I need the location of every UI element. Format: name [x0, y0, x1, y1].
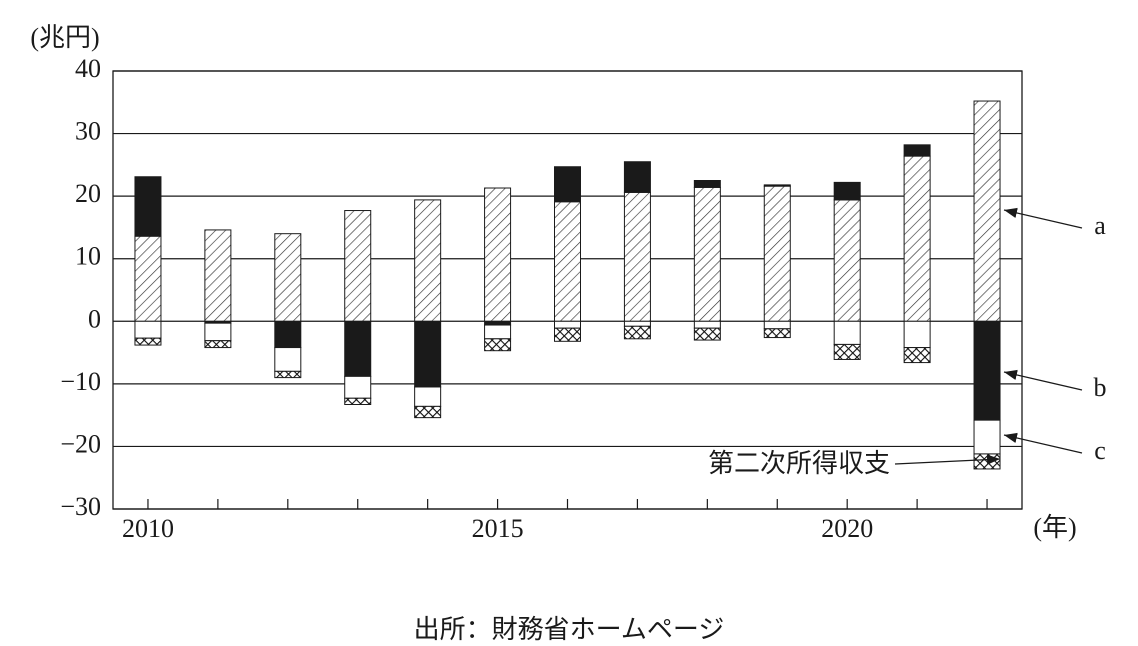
bar-segment — [484, 338, 512, 352]
y-tick-label: −30 — [60, 492, 101, 521]
bar-segment — [973, 100, 1001, 322]
bar-segment — [204, 340, 232, 349]
bar-segment — [344, 397, 372, 406]
bar-segment — [973, 419, 1001, 455]
bar-segment — [833, 320, 861, 345]
bar-segment — [623, 191, 651, 322]
bar-segment — [903, 320, 931, 349]
bar-segment — [763, 185, 791, 322]
bar-segment — [204, 229, 232, 322]
annotations: a b c 第二次所得収支 — [708, 207, 1107, 478]
bar-segment — [623, 325, 651, 340]
annotation: c — [1094, 436, 1106, 465]
y-unit: (兆円) — [30, 23, 99, 52]
x-tick-label: 2010 — [122, 514, 174, 543]
bar-segment — [623, 320, 651, 327]
y-tick-label: −20 — [60, 429, 101, 458]
y-tick-label: 0 — [88, 304, 101, 333]
bar-segment — [274, 370, 302, 379]
bar-segment — [973, 320, 1001, 421]
bar-segment — [204, 322, 232, 342]
arrow — [1003, 432, 1083, 454]
bar-segment — [554, 166, 581, 203]
bar-segment — [554, 201, 581, 322]
annotation: 第二次所得収支 — [708, 449, 890, 478]
bar-segment — [134, 320, 162, 339]
bar-segment — [833, 199, 861, 322]
bar-segment — [344, 210, 372, 322]
bar-segment — [903, 347, 931, 364]
y-tick-label: 30 — [75, 117, 101, 146]
bar-segment — [833, 181, 861, 201]
bar-segment — [554, 320, 581, 329]
bar-segment — [134, 337, 162, 346]
bar-segment — [344, 320, 372, 377]
bar-segment — [554, 327, 581, 342]
bar-segment — [833, 343, 861, 360]
bar-segment — [693, 186, 721, 322]
arrow — [1003, 207, 1083, 229]
y-tick-label: 20 — [75, 179, 101, 208]
plot-frame — [112, 70, 1023, 510]
y-tick-label: 40 — [75, 54, 101, 83]
bar-segment — [693, 320, 721, 329]
bar-segment — [973, 453, 1001, 470]
bar-segment — [484, 187, 512, 322]
bar-segment — [903, 155, 931, 322]
bar-segment — [414, 320, 442, 388]
bar-segment — [274, 320, 302, 349]
bar-segment — [414, 405, 442, 419]
bar-segment — [763, 320, 791, 330]
bar-segment — [763, 184, 791, 187]
bar-segment — [274, 347, 302, 372]
y-tick-label: −10 — [60, 367, 101, 396]
x-tick-label: 2020 — [821, 514, 873, 543]
arrow — [1003, 369, 1083, 391]
arrow — [894, 454, 1001, 465]
x-tick-label: 2015 — [472, 514, 524, 543]
bar-segment — [134, 235, 162, 322]
bar-segment — [134, 176, 162, 237]
bar-segment — [903, 144, 931, 157]
bar-segment — [274, 233, 302, 322]
bar-segment — [763, 328, 791, 339]
bar-segment — [484, 320, 512, 326]
y-tick-label: 10 — [75, 242, 101, 271]
annotation: b — [1094, 373, 1107, 402]
x-unit: (年) — [1033, 513, 1076, 542]
bar-segment — [623, 161, 651, 193]
bar-segment — [414, 199, 442, 322]
bar-segment — [344, 375, 372, 399]
bar-segment — [414, 386, 442, 407]
bar-segment — [693, 327, 721, 341]
bar-segment — [693, 180, 721, 188]
source: 出所：財務省ホームページ — [414, 615, 725, 644]
annotation: a — [1094, 211, 1106, 240]
bar-segment — [484, 324, 512, 340]
